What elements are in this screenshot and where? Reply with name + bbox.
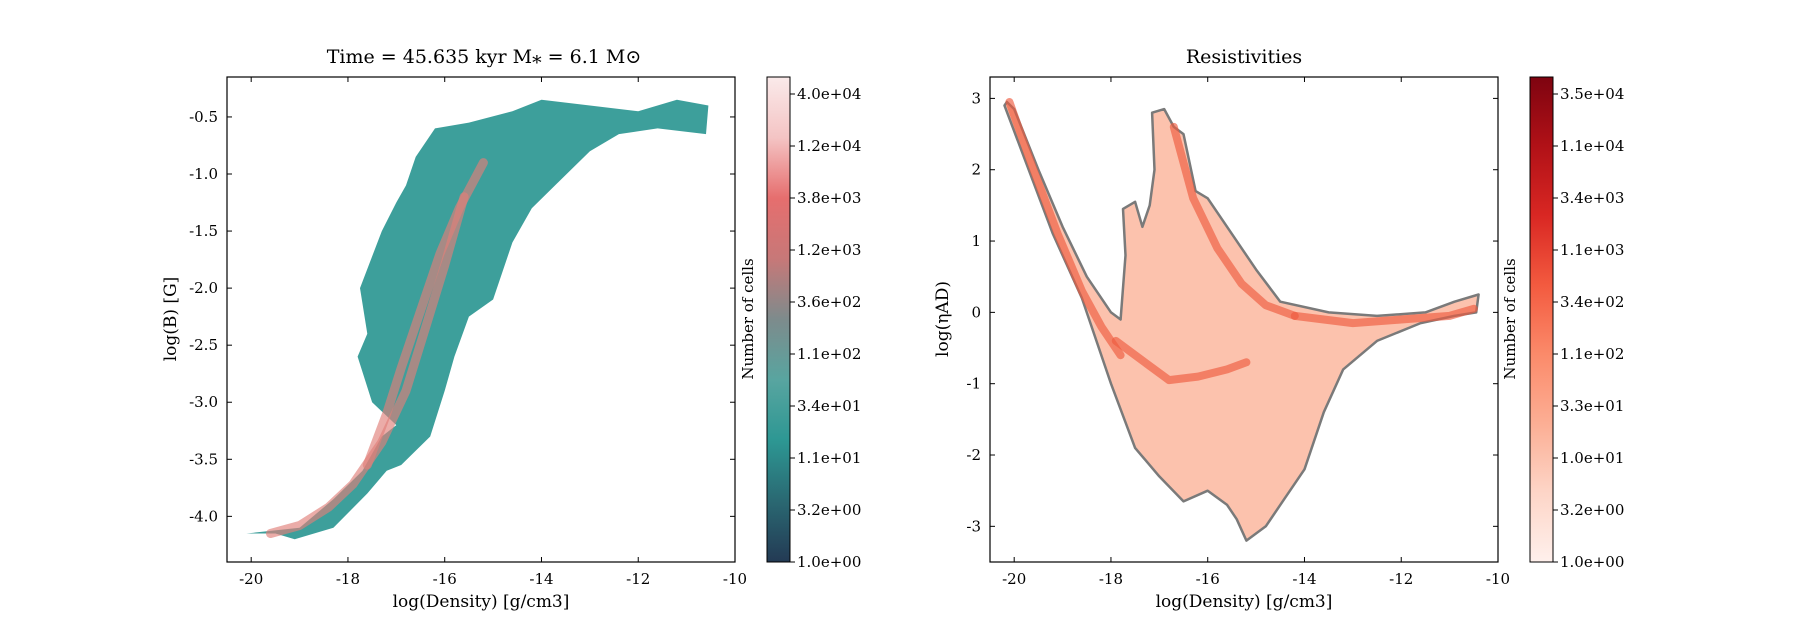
colorbar-tick-label: 1.0e+00 bbox=[797, 553, 861, 571]
density-ridge-1-1 bbox=[266, 192, 469, 538]
x-tick-label: -10 bbox=[1486, 570, 1510, 588]
y-tick-label: -2.0 bbox=[189, 279, 218, 297]
colorbar-tick-label: 1.1e+04 bbox=[1560, 137, 1624, 155]
y-axis-label-1: log(B) [G] bbox=[161, 277, 181, 362]
x-tick-label: -18 bbox=[336, 570, 360, 588]
x-tick-label: -10 bbox=[723, 570, 747, 588]
colorbar-tick-label: 1.2e+03 bbox=[797, 241, 861, 259]
y-tick-label: -3.0 bbox=[189, 393, 218, 411]
chart-title-1: Time = 45.635 kyr M⁎ = 6.1 M⊙ bbox=[327, 46, 641, 68]
colorbar-ticks-2: 1.0e+00 3.2e+00 1.0e+01 3.3e+01 1.1e+02 3.4e+… bbox=[1553, 85, 1624, 571]
data-region-2 bbox=[1003, 100, 1480, 542]
colorbar-tick-label: 4.0e+04 bbox=[797, 85, 861, 103]
colorbar-2: 1.0e+00 3.2e+00 1.0e+01 3.3e+01 1.1e+02 3.4e+… bbox=[1501, 76, 1624, 571]
y-tick-label: -1.5 bbox=[189, 222, 218, 240]
density-ridge-2-2 bbox=[1111, 336, 1251, 385]
x-ticks-1: -20 -18 -16 -14 -12 -10 bbox=[239, 77, 747, 588]
y-tick-label: -2 bbox=[966, 446, 981, 464]
y-tick-label: -2.5 bbox=[189, 336, 218, 354]
colorbar-tick-label: 1.1e+01 bbox=[797, 449, 861, 467]
x-axis-label-2: log(Density) [g/cm3] bbox=[1156, 592, 1333, 612]
x-tick-label: -20 bbox=[239, 570, 263, 588]
colorbar-label-2: Number of cells bbox=[1501, 258, 1519, 379]
x-tick-label: -14 bbox=[529, 570, 553, 588]
colorbar-fill-1 bbox=[766, 76, 791, 563]
colorbar-tick-label: 3.6e+02 bbox=[797, 293, 861, 311]
colorbar-label-1: Number of cells bbox=[739, 258, 757, 379]
x-tick-label: -12 bbox=[626, 570, 650, 588]
colorbar-tick-label: 1.0e+01 bbox=[1560, 449, 1624, 467]
colorbar-tick-label: 3.4e+02 bbox=[1560, 293, 1624, 311]
density-ridge-1-2 bbox=[362, 158, 488, 470]
colorbar-ticks-1: 1.0e+00 3.2e+00 1.1e+01 3.4e+01 1.1e+02 3.6e+… bbox=[790, 85, 861, 571]
density-ridge-2-1 bbox=[1005, 98, 1125, 360]
chart-title-2: Resistivities bbox=[1186, 46, 1302, 68]
y-tick-label: -3 bbox=[966, 517, 981, 535]
colorbar-tick-label: 3.4e+03 bbox=[1560, 189, 1624, 207]
colorbar-tick-label: 3.2e+00 bbox=[797, 501, 861, 519]
panel-resistivities: Resistivities -20 -18 -16 -14 -12 -10 -3-2-10… bbox=[933, 46, 1510, 612]
density-ridge-2-4 bbox=[1290, 304, 1478, 328]
axes-frame-2 bbox=[989, 76, 1499, 563]
x-tick-label: -18 bbox=[1099, 570, 1123, 588]
y-tick-label: 1 bbox=[971, 232, 981, 250]
plot-area-2 bbox=[1003, 98, 1480, 542]
colorbar-tick-label: 3.2e+00 bbox=[1560, 501, 1624, 519]
colorbar-tick-label: 3.4e+01 bbox=[797, 397, 861, 415]
y-tick-label: -1.0 bbox=[189, 165, 218, 183]
plot-area-1 bbox=[246, 99, 709, 540]
colorbar-fill-2 bbox=[1529, 76, 1554, 563]
y-tick-label: -3.5 bbox=[189, 450, 218, 468]
y-axis-label-2: log(ηAD) bbox=[933, 281, 953, 357]
colorbar-tick-label: 3.8e+03 bbox=[797, 189, 861, 207]
colorbar-tick-label: 1.1e+03 bbox=[1560, 241, 1624, 259]
y-tick-label: 2 bbox=[971, 161, 981, 179]
x-axis-label-1: log(Density) [g/cm3] bbox=[393, 592, 570, 612]
y-tick-label: 0 bbox=[971, 303, 981, 321]
y-tick-label: -4.0 bbox=[189, 507, 218, 525]
density-ridge-2-3 bbox=[1169, 122, 1299, 320]
x-tick-label: -20 bbox=[1002, 570, 1026, 588]
x-tick-label: -14 bbox=[1292, 570, 1316, 588]
colorbar-tick-label: 1.1e+02 bbox=[1560, 345, 1624, 363]
y-tick-label: 3 bbox=[971, 89, 981, 107]
colorbar-1: 1.0e+00 3.2e+00 1.1e+01 3.4e+01 1.1e+02 3.6e+… bbox=[739, 76, 861, 571]
data-region-1 bbox=[246, 99, 709, 540]
x-tick-label: -16 bbox=[1196, 570, 1220, 588]
axes-frame-1 bbox=[226, 76, 736, 563]
x-tick-label: -16 bbox=[433, 570, 457, 588]
y-ticks-1: -4.0 -3.5 -3.0 -2.5 -2.0 -1.5 -1.0 -0.5 bbox=[189, 108, 735, 525]
colorbar-tick-label: 1.0e+00 bbox=[1560, 553, 1624, 571]
panel-magnetic-field: Time = 45.635 kyr M⁎ = 6.1 M⊙ -20 -18 -16-… bbox=[161, 46, 747, 612]
x-ticks-2: -20 -18 -16 -14 -12 -10 bbox=[1002, 77, 1510, 588]
y-tick-label: -0.5 bbox=[189, 108, 218, 126]
colorbar-tick-label: 1.2e+04 bbox=[797, 137, 861, 155]
x-tick-label: -12 bbox=[1389, 570, 1413, 588]
colorbar-tick-label: 1.1e+02 bbox=[797, 345, 861, 363]
y-tick-label: -1 bbox=[966, 375, 981, 393]
y-ticks-2: -3 -2 -1 0 1 2 3 bbox=[966, 89, 1498, 535]
colorbar-tick-label: 3.5e+04 bbox=[1560, 85, 1624, 103]
colorbar-tick-label: 3.3e+01 bbox=[1560, 397, 1624, 415]
